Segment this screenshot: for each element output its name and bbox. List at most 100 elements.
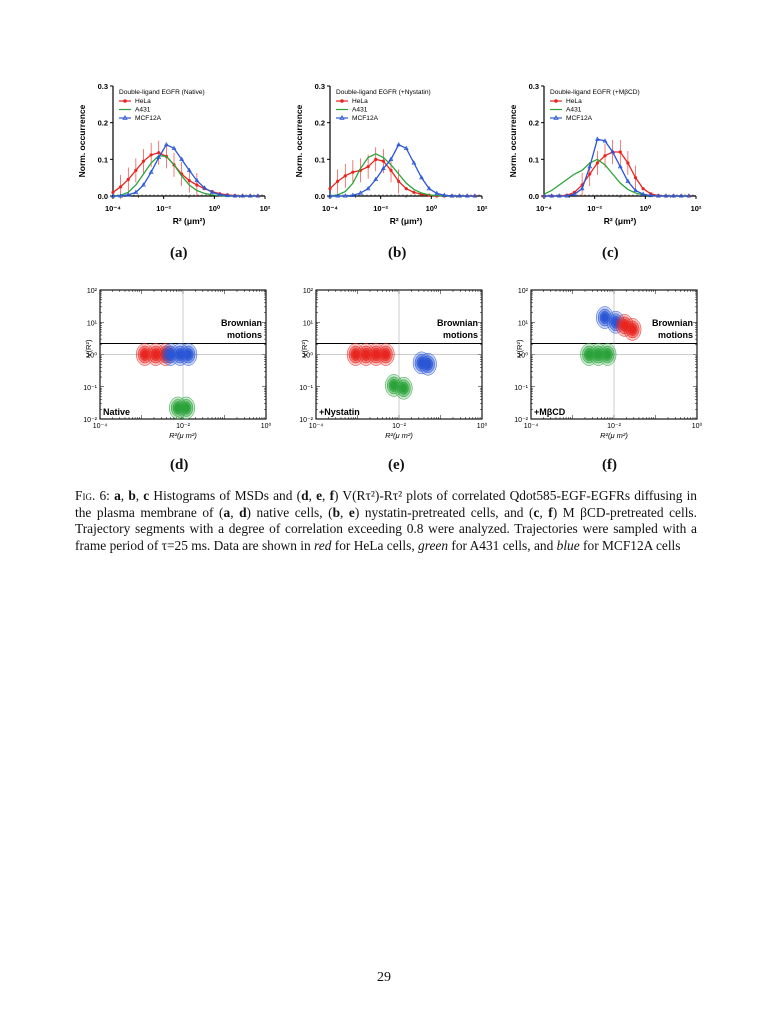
y-axis-label: Norm. occurrence (294, 104, 304, 177)
contour-mcf12a (424, 359, 432, 369)
caption-text: ) native cells, ( (246, 504, 333, 520)
data-point (171, 145, 177, 150)
data-point (572, 191, 577, 196)
data-point (610, 149, 616, 154)
data-point (640, 191, 646, 196)
data-point (648, 192, 654, 198)
data-point (126, 177, 130, 182)
data-point (202, 185, 207, 190)
data-point (426, 185, 432, 191)
data-point (472, 193, 478, 198)
data-point (194, 177, 200, 183)
caption-ref: b (332, 504, 341, 520)
data-point (380, 165, 386, 171)
data-point (464, 193, 470, 198)
data-point (419, 174, 424, 180)
caption-text: , (539, 504, 549, 520)
caption-text: , (308, 488, 317, 503)
data-point (119, 185, 123, 189)
x-tick-label: 10² (691, 204, 702, 213)
data-point (626, 161, 630, 165)
data-point (602, 138, 608, 143)
data-point (209, 189, 215, 194)
data-point (163, 141, 169, 147)
legend-entry: A431 (135, 107, 151, 114)
brownian-annotation: motions (658, 330, 693, 340)
caption-ref: d (239, 504, 247, 520)
data-point (335, 193, 341, 198)
legend-entry: HeLa (352, 98, 368, 105)
brownian-annotation: motions (443, 330, 478, 340)
y-tick-label: 0.3 (529, 82, 539, 91)
data-point (381, 159, 385, 163)
x-tick-label: 10⁻⁴ (309, 423, 324, 430)
y-tick-label: 10¹ (87, 320, 98, 327)
y-tick-label: 10⁻² (299, 417, 313, 424)
y-tick-label: 0.0 (315, 192, 325, 201)
y-tick-label: 10⁻² (83, 417, 97, 424)
data-point (678, 193, 684, 198)
data-point (404, 187, 408, 191)
brownian-annotation: Brownian (652, 318, 693, 328)
histogram-panel-c: 0.0 0.1 0.2 0.3 10⁻⁴ 10⁻² 10⁰ 10² R² (μm²) Norm. … (508, 82, 702, 226)
series-line-mcf12a (330, 143, 475, 197)
caption-text: , (230, 504, 240, 520)
data-point (603, 154, 607, 158)
contour-a431 (595, 350, 602, 359)
data-point (240, 193, 246, 198)
data-point (133, 189, 139, 194)
data-point (336, 179, 340, 183)
caption-text: , (135, 488, 144, 503)
caption-text: , (340, 504, 349, 520)
x-axis-label: R²(μ m²) (169, 431, 197, 440)
legend-entry: MCF12A (566, 115, 593, 122)
caption-text: ) M βCD-pretreated cells. Trajectory seg… (75, 504, 697, 553)
data-point (110, 193, 116, 198)
caption-fig-label: Fig. 6: (75, 488, 110, 503)
x-axis-label: R² (μm²) (604, 216, 637, 226)
panel-letter-f: (f) (602, 457, 617, 473)
data-point (641, 187, 645, 191)
data-point (365, 185, 371, 191)
data-point (247, 193, 253, 198)
caption-ref: e (348, 504, 355, 520)
data-point (358, 190, 363, 195)
data-point (579, 185, 585, 191)
y-axis-label: V(R²) (515, 339, 524, 357)
x-tick-label: 10⁰ (640, 204, 652, 213)
contour-hela (352, 350, 359, 359)
condition-label: +MβCD (534, 407, 566, 417)
brownian-annotation: motions (227, 330, 262, 340)
y-tick-label: 10⁻¹ (83, 385, 97, 392)
data-point (141, 159, 146, 163)
caption-ref: a (109, 488, 121, 503)
data-point (625, 178, 631, 183)
caption-ref: f (548, 504, 553, 520)
legend-entry: A431 (352, 107, 368, 114)
data-point (157, 151, 161, 155)
caption-ref: c (533, 504, 540, 520)
caption-ref: f (329, 488, 335, 503)
data-point (179, 156, 185, 161)
x-tick-label: 10⁻⁴ (93, 423, 108, 430)
data-point (125, 192, 131, 197)
series-line-a431 (112, 154, 258, 197)
caption-color-word: red (314, 537, 332, 553)
page-number: 29 (377, 970, 391, 985)
contour-a431 (182, 403, 190, 413)
x-tick-label: 10⁻² (392, 423, 406, 430)
legend-entry: A431 (566, 107, 582, 114)
x-tick-label: 10⁻² (373, 204, 388, 213)
figure-caption: Fig. 6: a, b, c Histograms of MSDs and (… (75, 488, 697, 554)
data-point (396, 141, 402, 147)
data-point (327, 193, 333, 198)
y-axis-label: V(R²) (84, 339, 93, 357)
y-tick-label: 10⁻¹ (514, 385, 528, 392)
y-tick-label: 0.2 (315, 119, 325, 128)
y-tick-label: 10² (87, 288, 98, 295)
data-point (441, 192, 447, 197)
data-point (556, 193, 562, 198)
x-tick-label: 10⁰ (261, 422, 272, 430)
caption-ref: e (316, 488, 323, 503)
